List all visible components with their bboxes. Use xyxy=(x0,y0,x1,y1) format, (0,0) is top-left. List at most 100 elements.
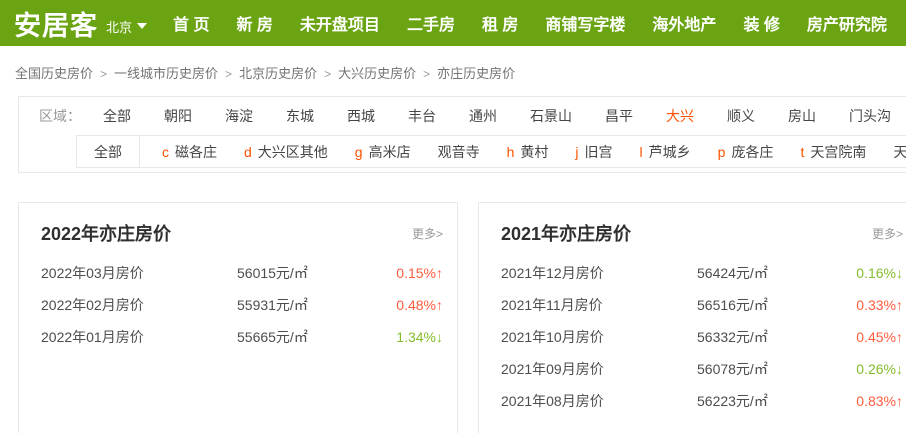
price-value: 56078元/㎡ xyxy=(697,361,768,377)
district-item[interactable]: 通州 xyxy=(469,108,497,124)
price-row: 2021年10月房价 56332元/㎡ 0.45%↑ xyxy=(501,321,903,353)
pinyin-prefix: g xyxy=(354,143,363,160)
district-item[interactable]: 顺义 xyxy=(727,108,755,124)
nav-item-overseas[interactable]: 海外地产 xyxy=(652,17,717,34)
pinyin-prefix: j xyxy=(575,143,579,160)
breadcrumb-separator: > xyxy=(100,67,108,81)
price-change: 0.45%↑ xyxy=(856,329,903,345)
nav-item-unopened[interactable]: 未开盘项目 xyxy=(299,17,380,34)
price-cards: 2022年亦庄房价 更多> 2022年03月房价 56015元/㎡ 0.15%↑… xyxy=(18,202,906,433)
district-item[interactable]: 西城 xyxy=(347,108,375,124)
price-row: 2021年12月房价 56424元/㎡ 0.16%↓ xyxy=(501,257,903,289)
anjuke-logo[interactable]: 安居客 xyxy=(14,10,98,41)
price-row: 2022年02月房价 55931元/㎡ 0.48%↑ xyxy=(41,289,443,321)
caret-down-icon xyxy=(137,23,148,29)
price-value: 56424元/㎡ xyxy=(697,265,768,281)
district-item[interactable]: 丰台 xyxy=(408,108,436,124)
city-selector[interactable]: 北京 xyxy=(106,17,148,36)
breadcrumb-national[interactable]: 全国历史房价 xyxy=(15,66,94,81)
price-change: 0.33%↑ xyxy=(856,297,903,313)
breadcrumb-separator: > xyxy=(324,67,332,81)
nav-item-decoration[interactable]: 装 修 xyxy=(743,17,780,34)
breadcrumb-current-yizhuang: 亦庄历史房价 xyxy=(437,66,516,81)
card-header: 2022年亦庄房价 更多> xyxy=(41,203,443,257)
subarea-item[interactable]: c 磁各庄 xyxy=(162,143,217,160)
subarea-item[interactable]: l 芦城乡 xyxy=(639,143,691,160)
breadcrumb: 全国历史房价 > 一线城市历史房价 > 北京历史房价 > 大兴历史房价 > 亦庄历史房价 xyxy=(15,63,906,82)
subarea-item[interactable]: j 旧宫 xyxy=(575,143,613,160)
price-row: 2022年01月房价 55665元/㎡ 1.34%↓ xyxy=(41,321,443,353)
district-item[interactable]: 昌平 xyxy=(605,108,633,124)
subarea-item[interactable]: p 庞各庄 xyxy=(717,143,774,160)
price-card-2022: 2022年亦庄房价 更多> 2022年03月房价 56015元/㎡ 0.15%↑… xyxy=(18,202,458,433)
price-row: 2021年09月房价 56078元/㎡ 0.26%↓ xyxy=(501,353,903,385)
breadcrumb-tier1-cities[interactable]: 一线城市历史房价 xyxy=(114,66,219,81)
month-label: 2021年12月房价 xyxy=(501,265,604,281)
price-change: 1.34%↓ xyxy=(396,329,443,345)
card-title-2022: 2022年亦庄房价 xyxy=(41,224,172,244)
pinyin-prefix: l xyxy=(639,143,643,160)
price-row: 2022年03月房价 56015元/㎡ 0.15%↑ xyxy=(41,257,443,289)
price-row: 2021年11月房价 56516元/㎡ 0.33%↑ xyxy=(501,289,903,321)
month-label: 2022年02月房价 xyxy=(41,297,144,313)
price-change: 0.26%↓ xyxy=(856,361,903,377)
subarea-item-all[interactable]: 全部 xyxy=(77,136,140,167)
pinyin-prefix: p xyxy=(717,143,726,160)
price-change: 0.48%↑ xyxy=(396,297,443,313)
district-item[interactable]: 东城 xyxy=(286,108,314,124)
subarea-item[interactable]: d 大兴区其他 xyxy=(244,143,328,160)
district-item[interactable]: 门头沟 xyxy=(849,108,891,124)
nav-item-rent[interactable]: 租 房 xyxy=(481,17,519,34)
breadcrumb-separator: > xyxy=(423,67,431,81)
card-header: 2021年亦庄房价 更多> xyxy=(501,203,903,257)
subarea-row: 全部 c 磁各庄 d 大兴区其他 g 高米店 观音寺 h 黄村 j 旧宫 l 芦城乡 p 庞各… xyxy=(76,135,906,168)
month-label: 2021年09月房价 xyxy=(501,361,604,377)
price-value: 55931元/㎡ xyxy=(237,297,308,313)
subarea-item[interactable]: g 高米店 xyxy=(354,143,411,160)
price-row: 2021年08月房价 56223元/㎡ 0.83%↑ xyxy=(501,385,903,417)
price-change: 0.15%↑ xyxy=(396,265,443,281)
district-item[interactable]: 海淀 xyxy=(225,108,253,124)
nav-item-resale[interactable]: 二手房 xyxy=(406,17,455,34)
pinyin-prefix: d xyxy=(244,143,252,160)
price-change: 0.16%↓ xyxy=(856,265,903,281)
top-nav: 安居客 北京 首 页 新 房 未开盘项目 二手房 租 房 商铺写字楼 海外地产 … xyxy=(0,0,906,46)
nav-item-home[interactable]: 首 页 xyxy=(173,17,210,34)
breadcrumb-separator: > xyxy=(225,67,233,81)
pinyin-prefix: t xyxy=(800,143,805,160)
pinyin-prefix: h xyxy=(506,143,515,160)
price-value: 55665元/㎡ xyxy=(237,329,308,345)
subarea-item[interactable]: 天宫院北 xyxy=(893,143,906,160)
district-item[interactable]: 全部 xyxy=(103,108,131,124)
breadcrumb-beijing[interactable]: 北京历史房价 xyxy=(239,66,318,81)
district-row: 区域： 全部 朝阳 海淀 东城 西城 丰台 通州 石景山 昌平 大兴 顺义 房山… xyxy=(19,97,906,135)
region-filter-panel: 区域： 全部 朝阳 海淀 东城 西城 丰台 通州 石景山 昌平 大兴 顺义 房山… xyxy=(18,96,906,173)
month-label: 2022年03月房价 xyxy=(41,265,144,281)
city-name: 北京 xyxy=(106,19,133,35)
subarea-item[interactable]: t 天宫院南 xyxy=(800,143,867,160)
price-value: 56516元/㎡ xyxy=(697,297,768,313)
pinyin-prefix: c xyxy=(162,143,169,160)
subarea-item[interactable]: h 黄村 xyxy=(506,143,549,160)
price-change: 0.83%↑ xyxy=(856,393,903,409)
month-label: 2021年08月房价 xyxy=(501,393,604,409)
subarea-item[interactable]: 观音寺 xyxy=(437,143,480,160)
breadcrumb-daxing[interactable]: 大兴历史房价 xyxy=(338,66,417,81)
month-label: 2021年10月房价 xyxy=(501,329,604,345)
district-item[interactable]: 房山 xyxy=(788,108,816,124)
card-title-2021: 2021年亦庄房价 xyxy=(501,224,632,244)
more-link[interactable]: 更多> xyxy=(411,226,443,241)
district-item-active-daxing[interactable]: 大兴 xyxy=(666,108,694,124)
month-label: 2021年11月房价 xyxy=(501,297,603,313)
nav-item-commercial[interactable]: 商铺写字楼 xyxy=(545,17,626,34)
district-item[interactable]: 石景山 xyxy=(530,108,572,124)
price-value: 56223元/㎡ xyxy=(697,393,768,409)
more-link[interactable]: 更多> xyxy=(871,226,903,241)
nav-item-research[interactable]: 房产研究院 xyxy=(806,17,887,34)
district-item[interactable]: 朝阳 xyxy=(164,108,192,124)
price-card-2021: 2021年亦庄房价 更多> 2021年12月房价 56424元/㎡ 0.16%↓… xyxy=(478,202,906,433)
region-filter-label: 区域： xyxy=(39,108,81,124)
price-value: 56332元/㎡ xyxy=(697,329,768,345)
nav-item-new-homes[interactable]: 新 房 xyxy=(236,17,273,34)
month-label: 2022年01月房价 xyxy=(41,329,144,345)
